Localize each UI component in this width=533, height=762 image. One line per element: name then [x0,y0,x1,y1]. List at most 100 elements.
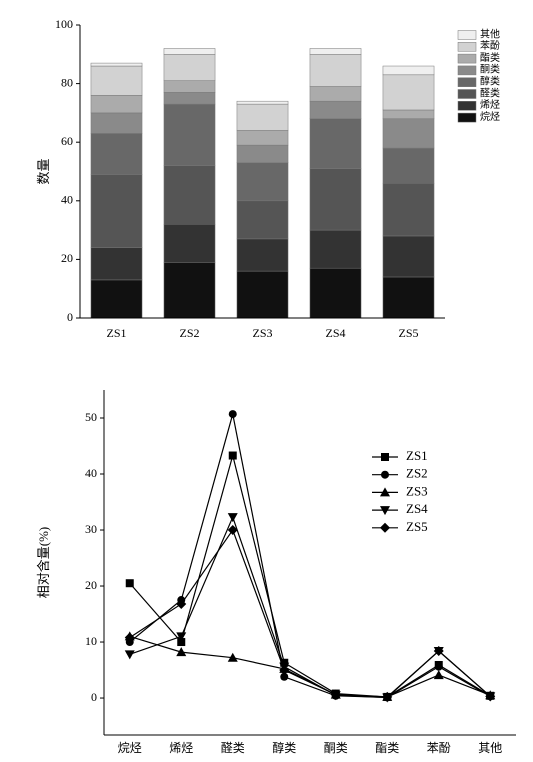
bar-segment [382,147,435,184]
x-tick-label: 酮类 [324,741,348,755]
legend-swatch [457,42,477,52]
legend-label: 烯烃 [480,98,500,111]
marker [228,451,237,460]
bar-segment [236,270,289,319]
marker [380,487,390,497]
legend-swatch [457,77,477,87]
series-line [129,453,491,698]
marker [176,632,187,642]
marker [381,453,389,461]
legend-swatch [457,89,477,99]
bar-segment [309,54,362,87]
bar-segment [163,165,216,225]
bar-segment [309,267,362,319]
x-tick-label: 酯类 [375,741,399,755]
legend-label: 醛类 [480,86,500,99]
y-tick-label: 10 [85,634,97,648]
bar-segment [163,262,216,319]
bar-segment [382,276,435,319]
marker [227,513,238,523]
x-tick-label: ZS2 [179,326,199,340]
bar-segment [309,118,362,169]
marker [433,645,444,656]
marker [227,652,238,662]
x-tick-label: 烯烃 [169,741,193,755]
y-tick-label: 50 [85,410,97,424]
bar-segment [309,48,362,55]
y-axis-label: 数量 [36,158,51,184]
series-line [129,528,491,698]
bar-segment [90,174,143,248]
y-tick-label: 0 [91,690,97,704]
x-tick-label: ZS4 [325,326,345,340]
x-tick-label: 其他 [478,741,502,755]
marker [228,410,237,419]
series-line [129,515,491,699]
legend-label: ZS3 [406,483,428,498]
legend-label: ZS5 [406,519,428,534]
y-tick-label: 20 [61,251,73,265]
y-tick-label: 80 [61,75,73,89]
y-tick-label: 0 [67,310,73,324]
bar-segment [382,65,435,76]
bar-segment [382,118,435,149]
legend-label: 其他 [480,27,500,40]
y-tick-label: 60 [61,134,73,148]
y-tick-label: 40 [61,193,73,207]
bar-segment [163,48,216,55]
marker [330,689,341,700]
legend-label: 苯酚 [480,39,500,52]
legend-label: 酮类 [480,63,500,76]
legend-label: 烷烃 [480,110,500,123]
bar-segment [236,103,289,131]
bar-segment [382,182,435,237]
marker [177,638,186,647]
legend-swatch [457,101,477,111]
y-tick-label: 20 [85,578,97,592]
y-tick-label: 30 [85,522,97,536]
x-tick-label: 苯酚 [427,741,451,755]
bar-segment [163,92,216,105]
bar-segment [382,74,435,111]
bar-segment [163,80,216,93]
marker [434,662,443,671]
bar-segment [309,168,362,231]
legend-label: ZS1 [406,448,428,463]
x-tick-label: 烷烃 [118,741,142,755]
marker [176,647,187,657]
marker [124,632,135,643]
y-tick-label: 100 [55,17,73,31]
bar-segment [309,86,362,102]
x-tick-label: ZS5 [398,326,418,340]
x-tick-label: 醛类 [221,740,245,755]
legend-swatch [457,112,477,123]
legend-swatch [457,30,477,40]
marker [125,579,134,588]
marker [380,506,390,516]
bar-segment [382,109,435,120]
bar-segment [163,223,216,263]
marker [124,650,135,660]
marker [381,470,389,479]
marker [227,525,238,536]
bar-segment [90,112,143,134]
bar-segment [90,62,143,67]
bar-segment [90,65,143,96]
bar-segment [236,238,289,272]
legend-label: ZS2 [406,466,428,481]
legend-label: 醇类 [480,74,500,87]
marker [380,522,390,533]
bar-segment [309,100,362,120]
marker [279,665,290,676]
bar-segment [236,100,289,105]
legend-label: 酯类 [480,51,500,64]
legend-swatch [457,53,477,64]
bar-segment [90,133,143,175]
bar-segment [309,229,362,269]
x-tick-label: ZS3 [252,326,272,340]
bar-segment [236,162,289,202]
legend-swatch [457,65,477,76]
y-tick-label: 40 [85,466,97,480]
bar-segment [236,144,289,163]
